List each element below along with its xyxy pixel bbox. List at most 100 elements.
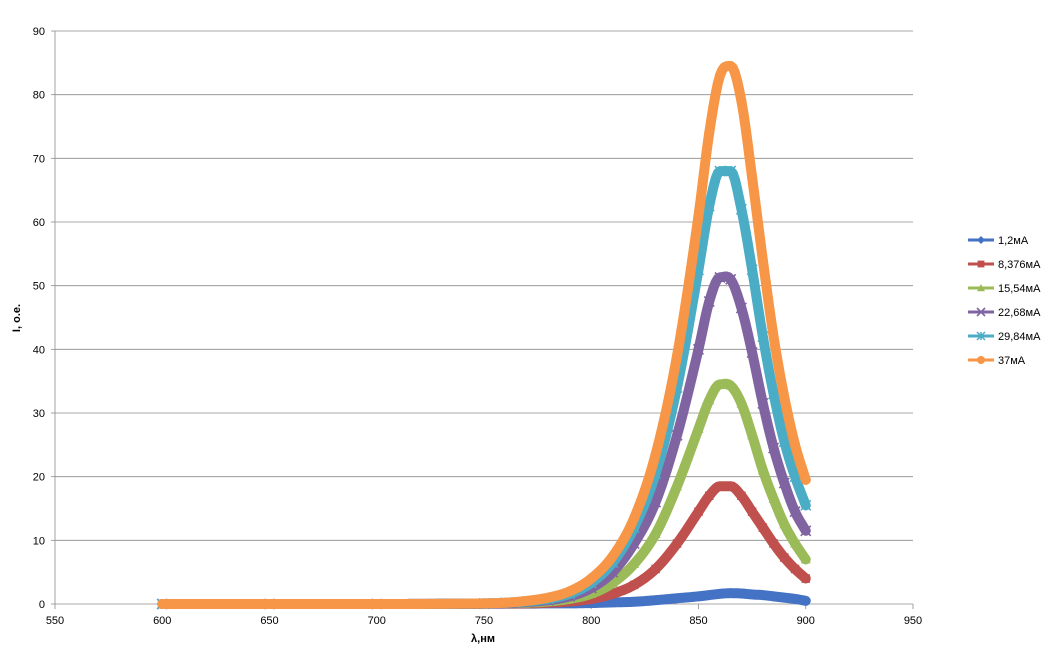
data-point <box>586 573 597 584</box>
data-point <box>736 96 747 107</box>
y-axis-title: I, о.е. <box>11 304 23 332</box>
data-point <box>779 592 790 603</box>
data-point <box>693 591 704 602</box>
data-point <box>672 481 683 491</box>
legend: 1,2мА 8,376мА 15,54мА 22,68мА 29,84мА 37мА <box>968 235 1041 367</box>
data-point <box>737 491 746 501</box>
legend-item: 22,68мА <box>968 307 1041 319</box>
series-group <box>156 60 812 610</box>
data-point <box>704 590 715 601</box>
data-point <box>800 474 811 485</box>
legend-marker <box>976 307 986 317</box>
data-point <box>757 590 768 601</box>
data-point <box>650 528 661 538</box>
data-point <box>650 449 661 460</box>
data-point <box>671 429 683 441</box>
data-point <box>746 346 758 359</box>
data-point <box>693 210 704 221</box>
data-point <box>714 271 726 283</box>
legend-item: 8,376мА <box>968 259 1041 271</box>
y-tick-label: 80 <box>33 90 45 102</box>
data-point <box>780 553 789 562</box>
legend-label: 29,84мА <box>998 331 1041 343</box>
data-point <box>800 499 812 511</box>
data-point <box>769 539 778 548</box>
data-point <box>725 165 737 177</box>
x-axis-title: λ,нм <box>471 633 495 645</box>
data-point <box>790 538 801 548</box>
x-tick-label: 550 <box>46 615 64 627</box>
data-point <box>157 599 168 609</box>
series-line <box>157 481 811 609</box>
x-tick-label: 800 <box>582 615 600 627</box>
data-point <box>693 423 704 433</box>
data-point <box>758 523 768 532</box>
data-point <box>704 491 714 501</box>
data-point <box>521 595 532 606</box>
data-point <box>650 595 661 606</box>
legend-marker <box>977 236 985 244</box>
data-point <box>801 574 810 583</box>
legend-item: 15,54мА <box>968 283 1041 295</box>
data-point <box>714 70 725 81</box>
data-point <box>735 203 747 215</box>
data-point <box>736 398 747 408</box>
data-point <box>629 596 640 607</box>
legend-label: 1,2мА <box>998 235 1029 247</box>
data-point <box>500 597 511 608</box>
y-tick-label: 20 <box>33 472 45 484</box>
x-tick-label: 950 <box>904 615 922 627</box>
data-point <box>725 273 737 285</box>
series-2 <box>157 481 811 609</box>
data-point <box>694 507 703 516</box>
data-point <box>629 558 640 568</box>
gridlines <box>55 30 913 541</box>
data-point <box>778 477 790 489</box>
data-point <box>768 331 779 342</box>
legend-item: 29,84мА <box>968 331 1041 343</box>
data-point <box>703 296 715 308</box>
data-point <box>790 564 800 574</box>
axes: 0 10 20 30 40 50 60 70 80 90 550 600 650 700 750 800 850… <box>33 26 922 627</box>
data-point <box>651 564 660 574</box>
data-point <box>543 592 554 603</box>
data-point <box>564 586 575 597</box>
data-point <box>714 588 725 599</box>
data-point <box>607 577 618 587</box>
data-point <box>264 599 275 609</box>
data-point <box>704 395 715 405</box>
y-tick-label: 60 <box>33 217 45 229</box>
data-point <box>629 513 640 524</box>
data-point <box>703 200 715 212</box>
data-point <box>704 127 715 138</box>
data-point <box>800 554 811 564</box>
data-point <box>747 589 758 600</box>
data-point <box>735 302 747 314</box>
legend-label: 22,68мА <box>998 307 1041 319</box>
data-point <box>768 591 779 602</box>
data-point <box>371 599 382 609</box>
data-point <box>768 442 780 454</box>
data-point <box>672 350 683 361</box>
data-point <box>650 496 662 508</box>
legend-marker <box>976 331 986 341</box>
data-point <box>607 551 618 562</box>
data-point <box>757 255 768 266</box>
data-point <box>757 331 769 343</box>
data-point <box>672 539 682 548</box>
data-point <box>672 593 683 604</box>
data-point <box>779 519 790 529</box>
x-tick-label: 600 <box>153 615 171 627</box>
series-line <box>157 166 811 609</box>
data-point <box>778 436 790 448</box>
data-point <box>726 481 735 491</box>
y-tick-label: 40 <box>33 344 45 356</box>
legend-label: 8,376мА <box>998 259 1041 271</box>
data-point <box>768 388 780 400</box>
y-tick-label: 30 <box>33 408 45 420</box>
series-4 <box>156 271 812 610</box>
x-tick-label: 750 <box>475 615 493 627</box>
x-tick-label: 900 <box>797 615 815 627</box>
series-line <box>157 271 811 609</box>
